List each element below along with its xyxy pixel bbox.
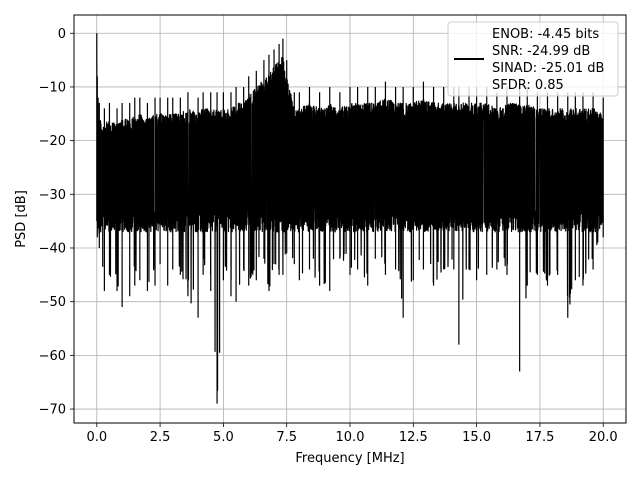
spectrum-line: [96, 33, 604, 404]
x-tick-label: 10.0: [336, 430, 365, 445]
legend-line-sinad: SINAD: -25.01 dB: [492, 61, 604, 76]
x-tick-label: 2.5: [150, 430, 171, 445]
y-tick-label: −30: [39, 188, 66, 203]
legend-line-snr: SNR: -24.99 dB: [492, 44, 590, 59]
legend-line-sfdr: SFDR: 0.85: [492, 78, 564, 93]
x-tick-label: 0.0: [86, 430, 107, 445]
y-tick-label: −20: [39, 134, 66, 149]
y-tick-label: 0: [58, 27, 66, 42]
y-axis-label: PSD [dB]: [14, 190, 29, 248]
x-tick-label: 5.0: [213, 430, 234, 445]
x-tick-label: 20.0: [589, 430, 618, 445]
y-tick-label: −40: [39, 241, 66, 256]
y-tick-label: −70: [39, 403, 66, 418]
y-axis: 0 −10 −20 −30 −40 −50 −60 −70: [39, 27, 74, 418]
x-tick-label: 17.5: [525, 430, 554, 445]
y-tick-label: −50: [39, 295, 66, 310]
legend-line-enob: ENOB: -4.45 bits: [492, 27, 599, 42]
y-tick-label: −60: [39, 349, 66, 364]
x-tick-label: 15.0: [462, 430, 491, 445]
x-tick-label: 7.5: [276, 430, 297, 445]
x-axis-label: Frequency [MHz]: [295, 451, 404, 466]
legend-box: [447, 21, 619, 97]
x-axis: 0.0 2.5 5.0 7.5 10.0 12.5 15.0 17.5 20.0: [86, 423, 618, 445]
spectrum-series: [96, 33, 604, 404]
legend: ENOB: -4.45 bits SNR: -24.99 dB SINAD: -…: [447, 21, 619, 97]
y-tick-label: −10: [39, 80, 66, 95]
x-tick-label: 12.5: [399, 430, 428, 445]
